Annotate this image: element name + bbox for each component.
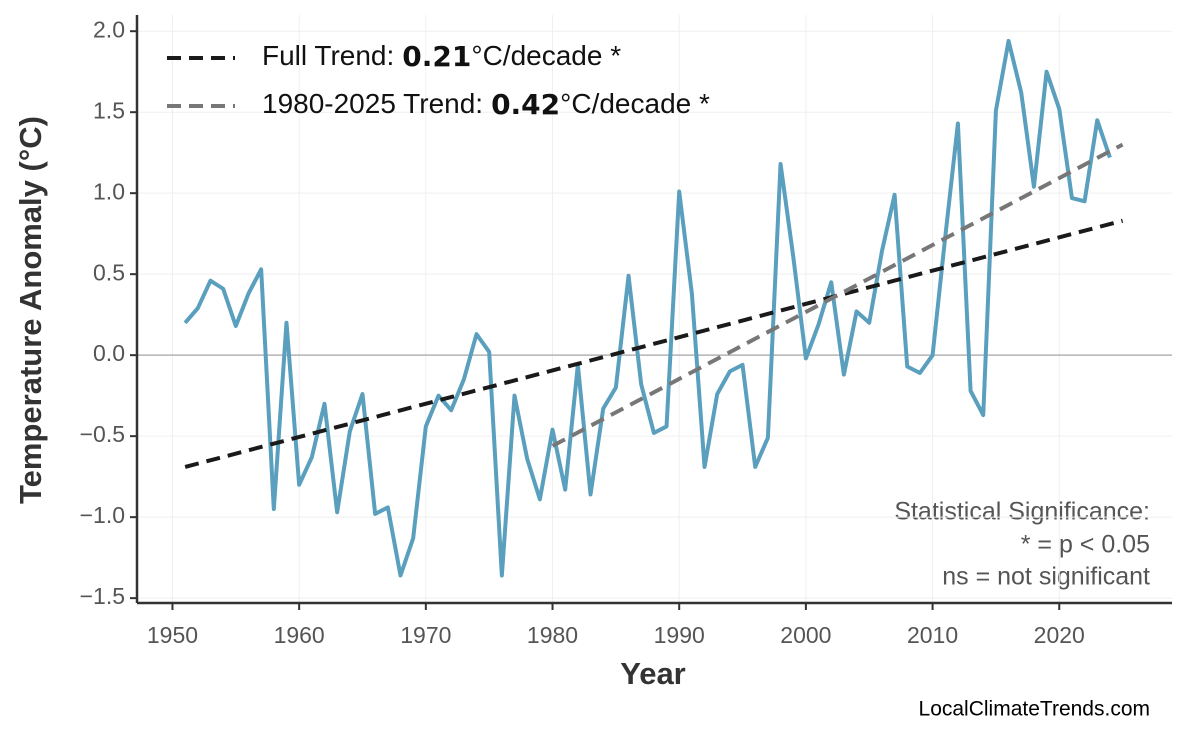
legend-label: Full Trend: 0.21°C/decade *	[262, 40, 621, 73]
y-tick-label: −0.5	[80, 421, 125, 447]
y-tick-label: −1.5	[80, 583, 125, 609]
x-tick-label: 1950	[147, 622, 198, 648]
x-tick-label: 1980	[527, 622, 578, 648]
x-tick-label: 1990	[654, 622, 705, 648]
y-tick-label: −1.0	[80, 502, 125, 528]
legend-name: Full Trend:	[262, 40, 394, 71]
y-axis-title: Temperature Anomaly (°C)	[13, 116, 48, 504]
annotation: * = p < 0.05	[1021, 531, 1150, 559]
x-axis-title: Year	[620, 656, 686, 691]
legend-name: 1980-2025 Trend:	[262, 88, 483, 119]
annotation: Statistical Significance:	[894, 498, 1150, 526]
x-tick-label: 1970	[400, 622, 451, 648]
x-tick-label: 1960	[274, 622, 325, 648]
data-line	[183, 38, 1112, 578]
source: LocalClimateTrends.com	[919, 698, 1150, 721]
y-tick-label: 0.0	[93, 340, 125, 366]
y-tick-label: 1.0	[93, 178, 125, 204]
x-tick-label: 2010	[907, 622, 958, 648]
trend-line	[184, 218, 1124, 469]
trend-line	[551, 142, 1124, 448]
legend-slope: 0.42	[491, 88, 560, 121]
x-tick-label: 2000	[780, 622, 831, 648]
annotation: ns = not significant	[942, 563, 1150, 591]
legend-unit: °C/decade *	[560, 88, 710, 119]
legend-label: 1980-2025 Trend: 0.42°C/decade *	[262, 88, 710, 121]
legend-unit: °C/decade *	[471, 40, 621, 71]
y-tick-label: 0.5	[93, 259, 125, 285]
x-tick-label: 2020	[1034, 622, 1085, 648]
y-tick-label: 2.0	[93, 16, 125, 42]
y-tick-label: 1.5	[93, 97, 125, 123]
legend-slope: 0.21	[402, 40, 471, 73]
